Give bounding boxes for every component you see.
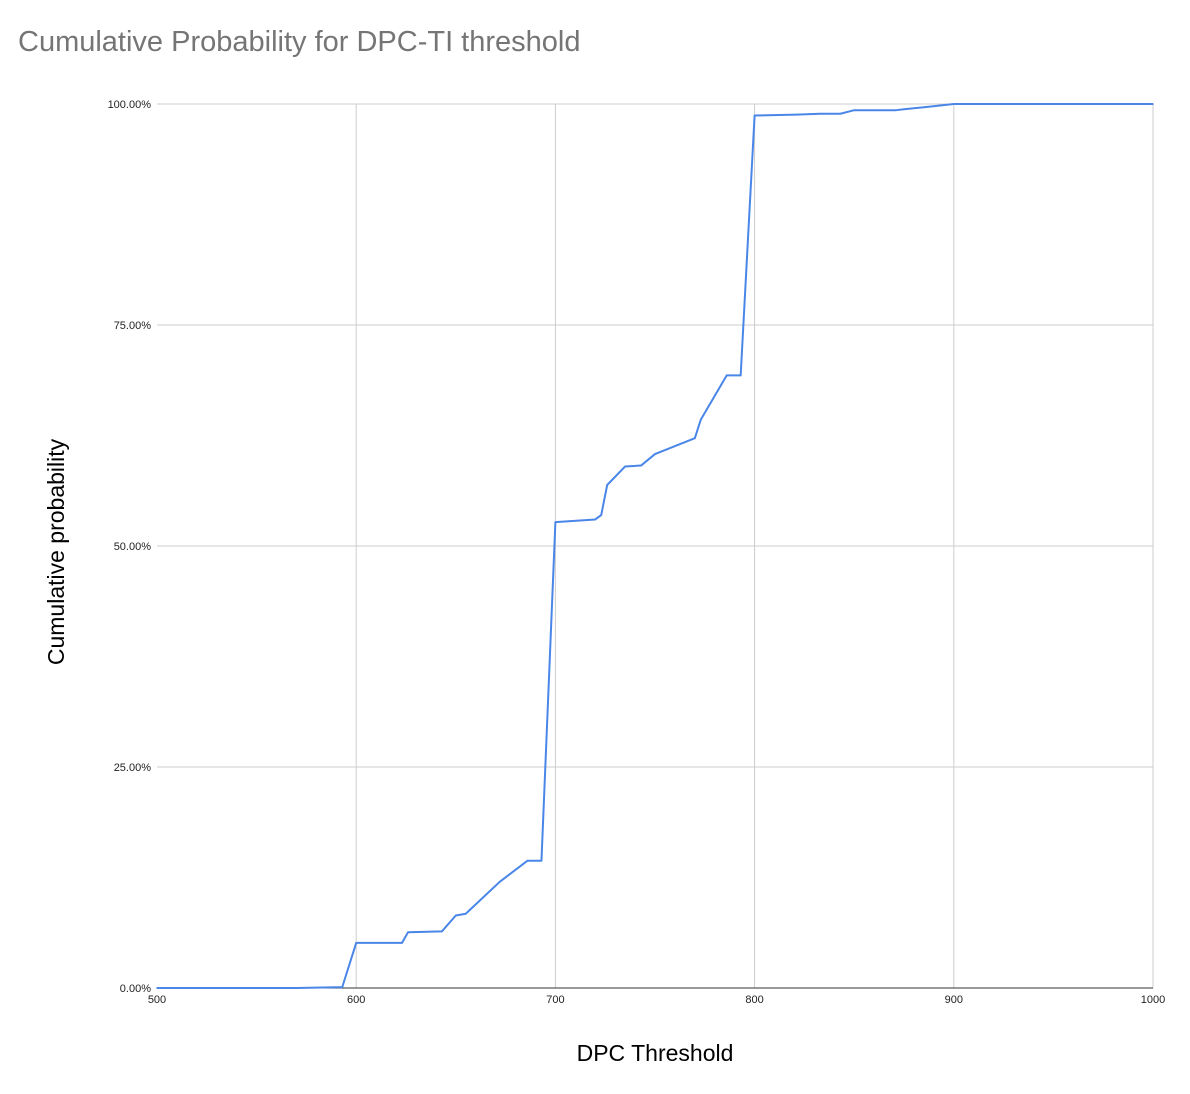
data-point: [819, 112, 822, 115]
x-tick-label: 1000: [1141, 994, 1165, 1006]
data-point: [554, 521, 557, 523]
data-point: [839, 112, 842, 115]
data-point: [895, 109, 897, 111]
data-point: [725, 374, 728, 377]
data-point: [903, 108, 905, 111]
data-point: [295, 987, 298, 989]
y-tick-label: 0.00%: [120, 983, 151, 995]
data-point: [929, 105, 931, 108]
x-tick-label: 700: [546, 994, 564, 1006]
data-point: [640, 464, 642, 467]
data-point: [401, 942, 403, 944]
data-point: [498, 881, 501, 883]
data-point: [606, 484, 608, 486]
data-point: [853, 109, 855, 111]
data-point: [600, 514, 603, 516]
series-layer: [156, 103, 1154, 989]
y-tick-label: 50.00%: [114, 541, 152, 553]
data-point: [753, 114, 756, 117]
x-tick-label: 900: [945, 994, 963, 1006]
tick-labels: 500 600 700 800 900 1000 0.00% 25.00% 50.00% 75.0…: [108, 99, 1166, 1006]
x-tick-label: 800: [745, 994, 763, 1006]
y-tick-label: 25.00%: [114, 762, 152, 774]
y-axis-title: Cumulative probability: [43, 438, 69, 665]
data-point: [441, 930, 443, 933]
data-point: [795, 113, 798, 116]
data-point: [700, 418, 702, 421]
y-tick-label: 75.00%: [114, 320, 152, 332]
data-point: [624, 465, 626, 468]
data-point: [540, 859, 543, 862]
chart-title: Cumulative Probability for DPC-TI thresh…: [18, 26, 581, 58]
data-point: [156, 987, 158, 989]
data-point: [407, 931, 409, 934]
x-tick-label: 500: [148, 994, 166, 1006]
data-point: [739, 374, 742, 377]
data-point: [464, 912, 467, 915]
x-axis-title: DPC Threshold: [577, 1040, 734, 1066]
data-point: [694, 437, 696, 439]
data-point: [526, 859, 529, 862]
data-point: [355, 942, 358, 944]
x-tick-label: 600: [347, 994, 365, 1006]
y-tick-label: 100.00%: [108, 99, 152, 111]
data-point: [953, 103, 955, 105]
data-point: [654, 453, 656, 455]
data-point: [594, 518, 597, 521]
grid-lines: [157, 103, 1154, 988]
data-point: [341, 986, 344, 988]
data-point: [455, 914, 457, 917]
data-point: [1152, 103, 1154, 105]
